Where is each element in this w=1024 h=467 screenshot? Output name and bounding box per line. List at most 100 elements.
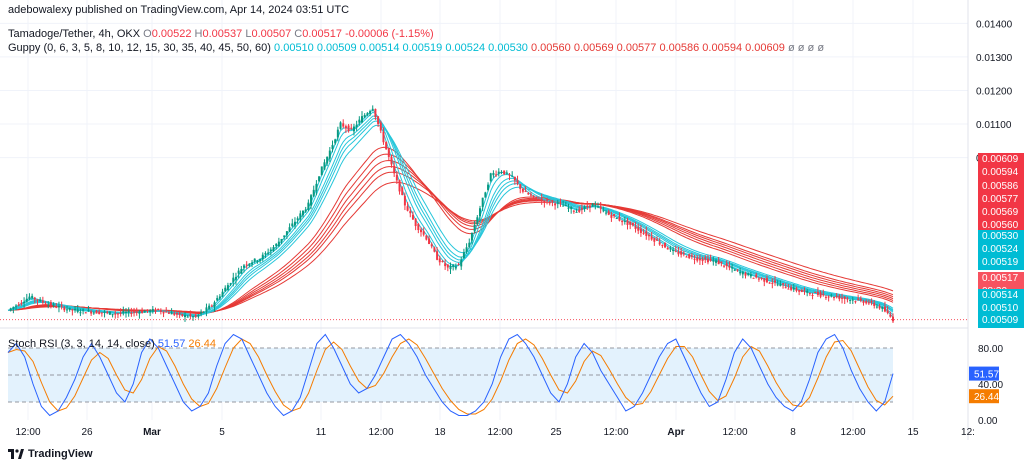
candle-body-115 [315,183,318,191]
candle-body-46 [130,312,133,315]
candle-body-151 [411,214,414,220]
candle-body-325 [878,306,881,309]
candle-body-307 [830,295,833,297]
x-tick-0: 12:00 [15,427,40,438]
candle-body-219 [594,205,597,207]
candle-body-99 [272,247,275,251]
candle-body-40 [114,313,117,315]
candle-body-326 [881,307,884,309]
candle-body-131 [358,119,361,123]
candle-body-61 [170,312,173,315]
candle-body-236 [639,228,642,233]
stoch-rsi-label: Stoch RSI (3, 3, 14, 14, close) [8,338,155,350]
candle-body-278 [752,277,755,279]
guppy-short-value-0: 0.00510 [274,42,314,54]
guppy-long-line-4 [8,171,894,313]
candle-body-84 [232,277,235,282]
candle-body-303 [819,292,822,297]
candle-body-228 [618,217,621,221]
candle-body-37 [106,311,109,313]
candle-body-127 [347,125,350,132]
candle-body-31 [90,311,93,314]
price-label-10: 0.00514 [978,289,1024,303]
x-tick-14: 15 [907,427,919,438]
candle-body-160 [436,251,439,260]
candle-body-313 [846,298,849,300]
candle-body-267 [723,265,726,267]
candle-body-213 [578,209,581,212]
candle-body-195 [529,194,532,196]
candle-body-26 [76,309,79,312]
candle-body-312 [843,296,846,300]
candle-body-72 [200,312,203,314]
symbol-name: Tamadoge/Tether, 4h, OKX [8,28,141,40]
x-tick-11: 12:00 [722,427,747,438]
candle-body-175 [476,217,479,225]
candle-body-142 [387,148,390,157]
candle-body-181 [492,173,495,176]
candle-body-285 [771,282,774,284]
candle-body-182 [495,174,498,176]
candle-body-14 [44,303,47,305]
candle-body-94 [259,258,262,261]
stoch-k-axis-label-text: 51.57 [974,370,999,381]
guppy-long-value-2: 0.00577 [613,42,657,54]
candle-body-63 [175,313,178,315]
candle-body-19 [57,306,60,308]
candle-body-225 [610,214,613,218]
candle-body-208 [564,205,567,207]
candle-body-295 [798,290,801,292]
candle-body-221 [599,206,602,209]
candle-body-117 [320,166,323,176]
candle-body-224 [607,211,610,215]
candle-body-309 [835,296,838,298]
candle-body-13 [41,300,44,303]
candle-body-263 [712,260,715,262]
candle-body-68 [189,314,192,316]
candle-body-114 [312,189,315,197]
close-label: C [294,28,303,40]
candle-body-49 [138,312,141,314]
candle-body-5 [20,302,23,304]
candle-body-1 [9,308,12,311]
candle-body-268 [725,263,728,266]
open-value: 0.00522 [151,28,192,40]
candle-body-97 [267,252,270,254]
candle-body-328 [886,310,889,313]
candle-body-203 [551,200,554,203]
candle-body-324 [875,306,878,308]
guppy-short-value-5: 0.00530 [485,42,528,54]
candle-body-192 [521,188,524,192]
stoch-d-axis-label-bg [969,389,999,404]
candle-body-244 [661,245,664,247]
candle-body-277 [749,274,752,277]
candle-body-272 [736,269,739,271]
candle-body-240 [650,236,653,240]
guppy-long-value-4: 0.00594 [699,42,743,54]
candle-body-15 [47,304,50,306]
candle-body-86 [237,270,240,274]
candle-body-217 [588,205,591,208]
candle-body-198 [538,200,540,202]
candle-body-113 [310,195,313,206]
candle-body-78 [216,298,219,301]
price-pane[interactable] [0,0,969,420]
candle-body-88 [243,265,245,268]
candle-body-82 [226,285,229,291]
stoch-rsi-pane[interactable] [7,333,894,417]
candle-body-308 [833,297,835,299]
candle-body-318 [859,298,862,301]
candle-body-256 [693,258,696,260]
price-label-6: 0.00530 [978,230,1024,244]
candle-body-122 [334,139,337,144]
candle-body-27 [79,312,82,314]
candle-body-29 [84,312,87,314]
guppy-short-line-1 [7,111,894,317]
tradingview-footer[interactable]: TradingView [8,448,93,460]
candle-body-279 [755,274,758,278]
candle-body-183 [497,171,500,174]
candle-body-83 [229,283,232,285]
candle-body-134 [366,113,369,116]
candle-body-284 [768,282,771,284]
